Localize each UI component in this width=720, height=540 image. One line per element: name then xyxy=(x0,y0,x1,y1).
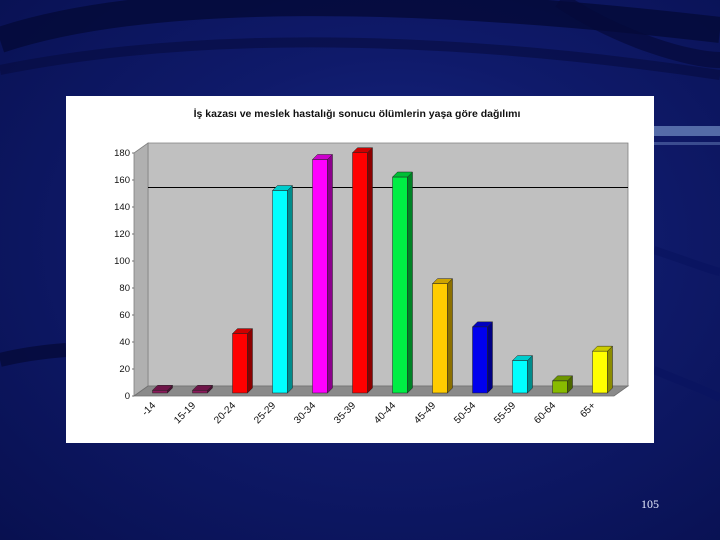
bar-front xyxy=(592,350,608,394)
bar-side xyxy=(247,327,253,394)
x-tick-label: 65+ xyxy=(578,400,598,420)
y-tick-label: 20 xyxy=(119,364,130,375)
bar-65+ xyxy=(591,345,614,394)
bar-front xyxy=(352,152,368,394)
bar-front xyxy=(392,176,408,394)
x-tick-label: 20-24 xyxy=(212,400,238,426)
bar-top xyxy=(351,147,374,153)
bar--14 xyxy=(151,384,174,394)
x-tick-label: 30-34 xyxy=(292,400,318,426)
x-tick-label: -14 xyxy=(140,400,158,418)
y-tick-label: 80 xyxy=(119,283,130,294)
x-tick-label: 55-59 xyxy=(492,400,518,426)
plot-side-wall xyxy=(133,142,149,397)
bar-top xyxy=(151,385,174,391)
y-tick-label: 180 xyxy=(114,148,130,159)
bar-front xyxy=(512,360,528,394)
bar-side xyxy=(527,354,533,394)
chart-panel: İş kazası ve meslek hastalığı sonucu ölü… xyxy=(66,96,654,443)
bar-front xyxy=(472,326,488,394)
page-number: 105 xyxy=(641,497,659,511)
bar-50-54 xyxy=(471,321,494,394)
y-axis: 0 20 40 60 80 100 120 140 160 180 xyxy=(114,148,134,402)
bar-front xyxy=(312,159,328,394)
plot-floor xyxy=(132,385,630,397)
bar-top xyxy=(311,154,334,160)
y-tick-label: 40 xyxy=(119,337,130,348)
x-tick-label: 40-44 xyxy=(372,400,398,426)
bar-35-39 xyxy=(351,147,374,394)
y-tick-label: 100 xyxy=(114,256,130,267)
bar-side xyxy=(487,321,493,394)
bar-front xyxy=(192,390,208,394)
bar-side xyxy=(407,171,413,394)
bar-side xyxy=(367,147,373,394)
x-tick-label: 60-64 xyxy=(532,400,558,426)
bar-20-24 xyxy=(231,327,254,394)
bar-25-29 xyxy=(271,184,294,394)
bar-top xyxy=(591,345,614,352)
x-tick-label: 15-19 xyxy=(172,400,198,426)
bar-15-19 xyxy=(191,384,214,394)
y-tick-label: 140 xyxy=(114,202,130,213)
x-axis: -14 15-19 20-24 25-29 30-34 35-39 40-44 45-49 50… xyxy=(140,400,598,426)
bar-front xyxy=(152,390,168,394)
x-tick-label: 35-39 xyxy=(332,400,358,426)
bar-side xyxy=(327,153,333,394)
bar-top xyxy=(191,385,214,391)
bar-front xyxy=(232,333,248,394)
bar-front xyxy=(552,380,568,394)
bar-side xyxy=(447,278,453,394)
chart-title: İş kazası ve meslek hastalığı sonucu ölü… xyxy=(194,107,521,120)
bar-front xyxy=(272,190,288,394)
bar-side xyxy=(607,345,613,394)
bar-top xyxy=(231,328,254,334)
bar-front xyxy=(432,283,448,394)
bar-30-34 xyxy=(311,153,334,394)
y-tick-label: 160 xyxy=(114,175,130,186)
bar-top xyxy=(431,278,454,284)
bar-top xyxy=(551,375,574,382)
bars xyxy=(151,147,614,394)
bar-60-64 xyxy=(551,375,574,394)
bar-45-49 xyxy=(431,278,454,394)
bar-top xyxy=(271,185,294,191)
y-tick-label: 120 xyxy=(114,229,130,240)
plot-back-wall xyxy=(147,142,629,387)
bar-side xyxy=(287,184,293,394)
bar-top xyxy=(471,321,494,328)
bar-top xyxy=(511,355,534,361)
x-tick-label: 50-54 xyxy=(452,400,478,426)
bar-chart: İş kazası ve meslek hastalığı sonucu ölü… xyxy=(114,107,630,426)
bar-55-59 xyxy=(511,354,534,394)
bar-40-44 xyxy=(391,171,414,394)
bar-top xyxy=(391,171,414,178)
y-tick-label: 60 xyxy=(119,310,130,321)
plot-area xyxy=(132,142,630,397)
y-tick-label: 0 xyxy=(125,391,130,402)
x-tick-label: 45-49 xyxy=(412,400,438,426)
x-tick-label: 25-29 xyxy=(252,400,278,426)
